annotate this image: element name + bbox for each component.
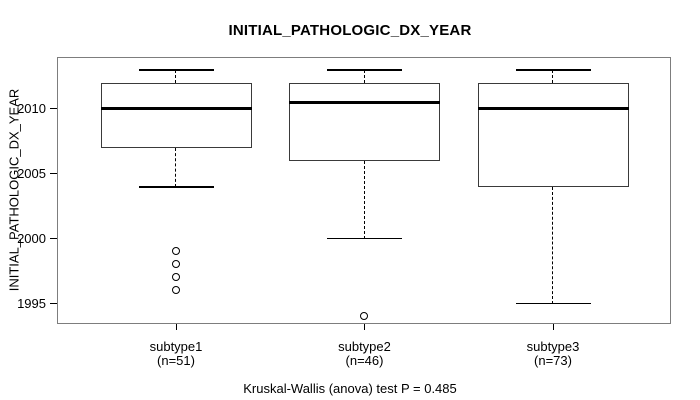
y-axis-tick-label: 2005 [17, 165, 46, 181]
y-axis-tick-label: 2010 [17, 100, 46, 116]
median-line [289, 100, 440, 104]
outlier-point [171, 247, 180, 256]
whisker-cap-upper [138, 69, 214, 71]
whisker-lower [552, 186, 554, 304]
iqr-box [100, 82, 252, 148]
chart-title: INITIAL_PATHOLOGIC_DX_YEAR [228, 22, 472, 39]
y-axis-tick [50, 173, 57, 175]
whisker-upper [175, 69, 177, 83]
whisker-upper [363, 69, 365, 83]
x-axis-tick [364, 324, 365, 330]
whisker-cap-upper [515, 69, 591, 71]
x-axis-tick [552, 324, 554, 330]
x-axis-tick-label: subtype1 (n=51) [149, 339, 203, 368]
y-axis-tick-label: 1995 [17, 295, 46, 311]
x-axis-tick [175, 324, 177, 330]
outlier-point [171, 260, 180, 269]
outlier-point [360, 312, 369, 321]
iqr-box [477, 82, 629, 187]
x-axis-tick-label: subtype2 (n=46) [338, 339, 391, 368]
stat-test-text: Kruskal-Wallis (anova) test P = 0.485 [243, 381, 457, 396]
whisker-upper [552, 69, 554, 83]
whisker-cap-lower [515, 302, 591, 305]
y-axis-tick [50, 108, 57, 110]
whisker-cap-upper [327, 69, 402, 71]
median-line [100, 107, 252, 111]
outlier-point [171, 273, 180, 282]
iqr-box [289, 82, 440, 161]
y-axis-label: INITIAL_PATHOLOGIC_DX_YEAR [6, 88, 22, 292]
whisker-lower [363, 160, 365, 239]
median-line [477, 107, 629, 111]
whisker-cap-lower [327, 237, 402, 240]
y-axis-tick-label: 2000 [17, 230, 46, 246]
y-axis-tick [50, 238, 57, 240]
x-axis-tick-label: subtype3 (n=73) [526, 339, 580, 368]
whisker-lower [175, 147, 177, 187]
y-axis-tick [50, 303, 57, 305]
whisker-cap-lower [138, 186, 214, 188]
outlier-point [171, 286, 180, 295]
